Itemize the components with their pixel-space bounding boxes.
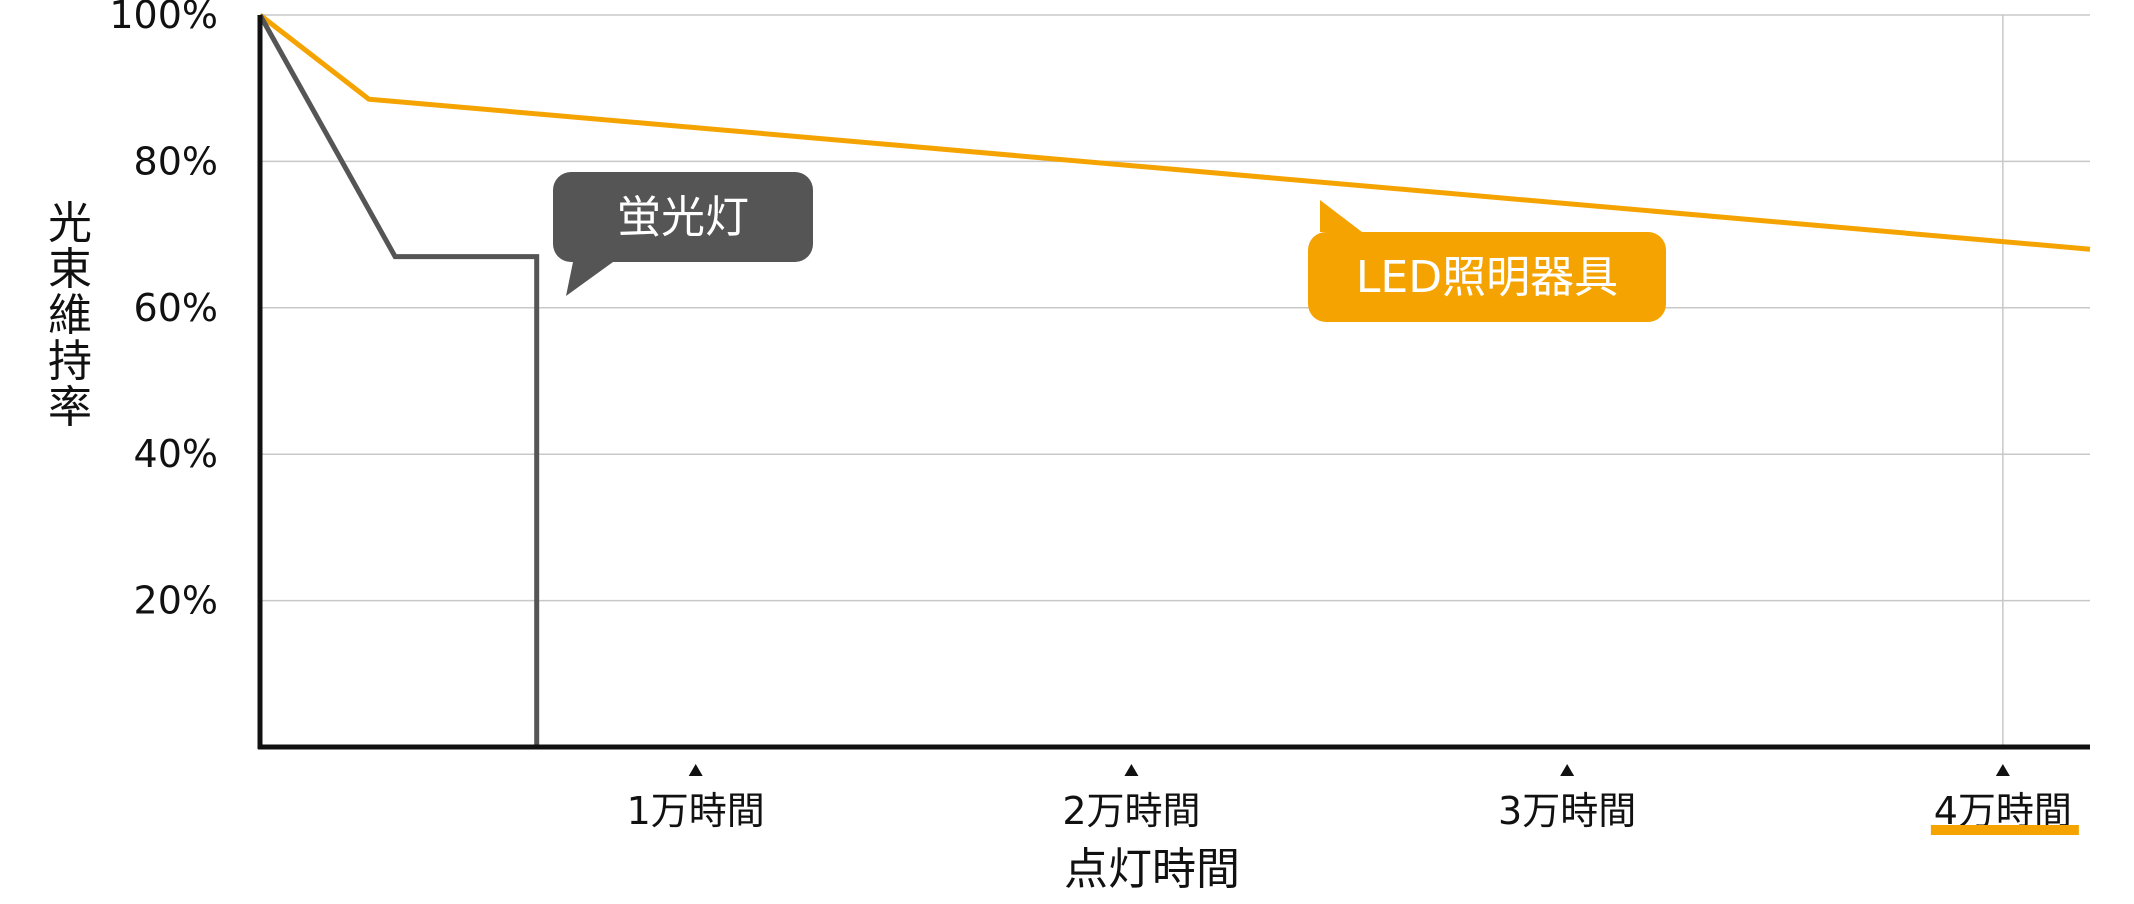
x-tick-label: 3万時間 xyxy=(1498,789,1636,833)
x-tick-marker xyxy=(1995,764,2010,776)
x-tick-label: 1万時間 xyxy=(627,789,765,833)
callout-tail xyxy=(566,262,613,296)
y-tick-label: 80% xyxy=(134,139,218,183)
x-tick-label: 2万時間 xyxy=(1062,789,1200,833)
callout-box xyxy=(553,172,813,262)
x-tick-marker xyxy=(1124,764,1139,776)
x-axis-title: 点灯時間 xyxy=(1064,844,1240,895)
callout-box xyxy=(1308,232,1666,322)
series-callout: LED照明器具 xyxy=(1308,200,1666,322)
x-tick-highlight-underline xyxy=(1930,825,2079,835)
y-tick-label: 40% xyxy=(134,432,218,476)
y-tick-label: 20% xyxy=(134,579,218,623)
series-line xyxy=(257,13,540,747)
y-tick-label: 100% xyxy=(109,0,218,37)
series-callout: 蛍光灯 xyxy=(553,172,813,296)
x-tick-marker xyxy=(1560,764,1575,776)
x-tick-marker xyxy=(688,764,703,776)
y-axis-title: 光束維持率 xyxy=(48,198,92,433)
callout-label: LED照明器具 xyxy=(1356,252,1618,303)
series-line xyxy=(258,13,2091,252)
callout-label: 蛍光灯 xyxy=(617,192,749,243)
callout-tail xyxy=(1320,200,1362,232)
y-tick-label: 60% xyxy=(134,286,218,330)
